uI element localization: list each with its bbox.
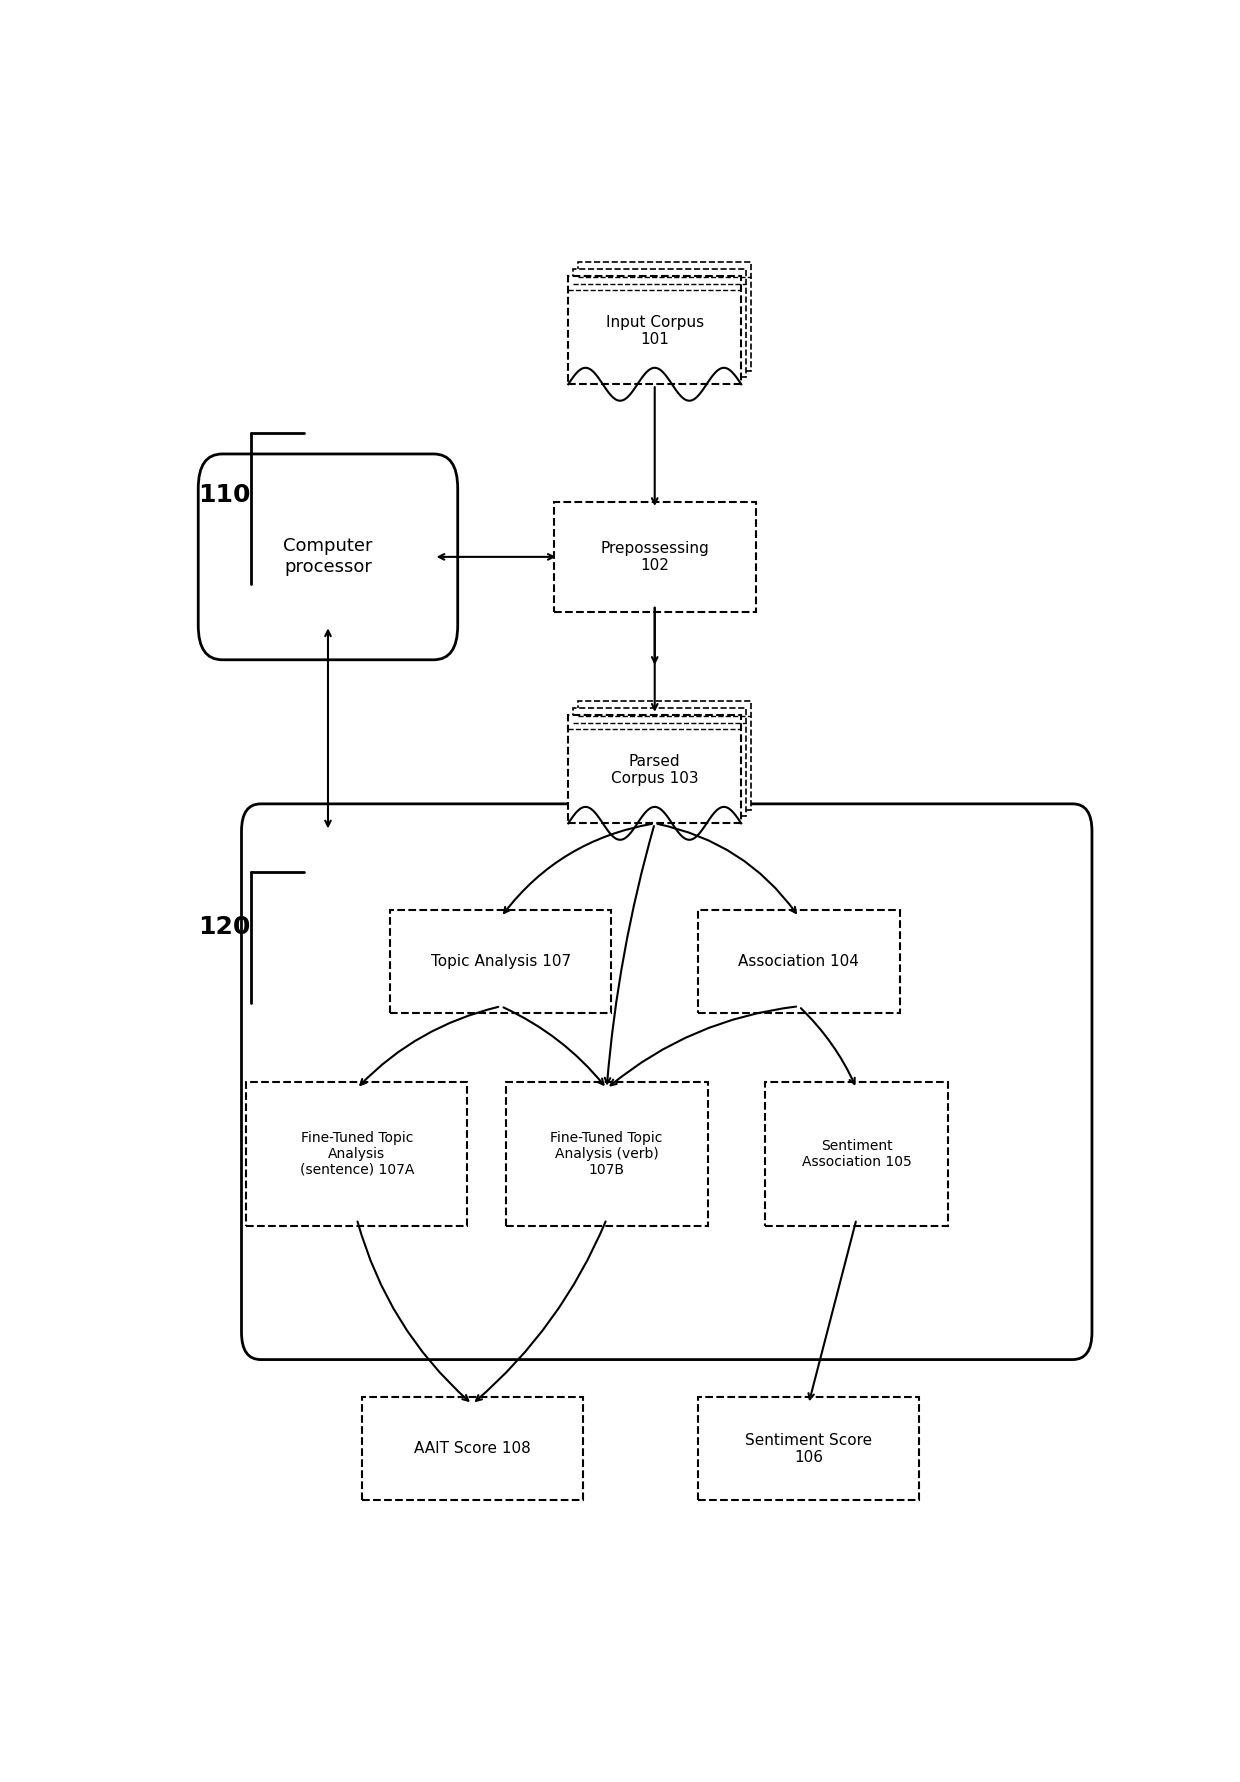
- Text: Association 104: Association 104: [739, 953, 859, 969]
- FancyBboxPatch shape: [391, 911, 611, 1014]
- Bar: [568, 276, 742, 385]
- FancyBboxPatch shape: [506, 1082, 708, 1226]
- Text: Computer
processor: Computer processor: [283, 538, 373, 576]
- Text: Fine-Tuned Topic
Analysis
(sentence) 107A: Fine-Tuned Topic Analysis (sentence) 107…: [300, 1130, 414, 1176]
- Text: 120: 120: [198, 916, 250, 939]
- Text: Sentiment Score
106: Sentiment Score 106: [745, 1433, 872, 1465]
- Text: AAIT Score 108: AAIT Score 108: [414, 1442, 531, 1456]
- Bar: [568, 715, 742, 823]
- FancyBboxPatch shape: [698, 1397, 919, 1500]
- Text: Fine-Tuned Topic
Analysis (verb)
107B: Fine-Tuned Topic Analysis (verb) 107B: [551, 1130, 663, 1176]
- Bar: [578, 700, 751, 809]
- FancyBboxPatch shape: [765, 1082, 947, 1226]
- Text: Sentiment
Association 105: Sentiment Association 105: [801, 1139, 911, 1169]
- FancyBboxPatch shape: [198, 454, 458, 659]
- Text: Prepossessing
102: Prepossessing 102: [600, 540, 709, 574]
- Text: Input Corpus
101: Input Corpus 101: [605, 315, 704, 347]
- Text: 110: 110: [198, 483, 250, 508]
- FancyBboxPatch shape: [698, 911, 900, 1014]
- FancyBboxPatch shape: [247, 1082, 467, 1226]
- Bar: [573, 269, 746, 378]
- Text: Topic Analysis 107: Topic Analysis 107: [430, 953, 572, 969]
- Text: Parsed
Corpus 103: Parsed Corpus 103: [611, 754, 698, 786]
- Bar: [573, 707, 746, 816]
- FancyBboxPatch shape: [242, 804, 1092, 1360]
- Bar: [578, 262, 751, 371]
- FancyBboxPatch shape: [362, 1397, 583, 1500]
- FancyBboxPatch shape: [554, 503, 755, 611]
